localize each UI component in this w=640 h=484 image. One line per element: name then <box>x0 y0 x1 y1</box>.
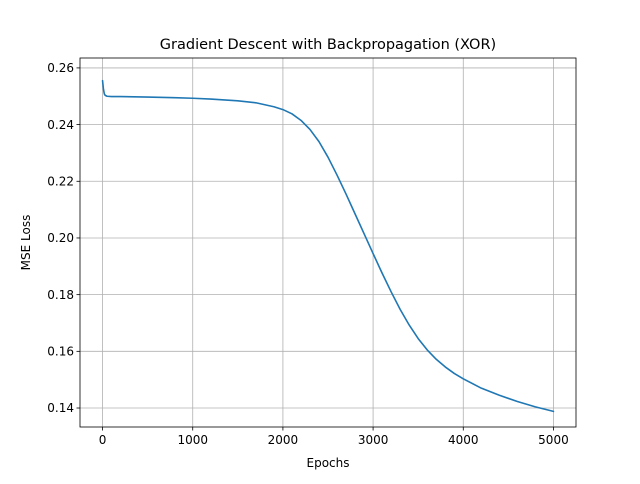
grid-lines <box>80 58 576 427</box>
y-tick-label: 0.20 <box>47 231 74 245</box>
x-axis-label: Epochs <box>307 456 350 470</box>
x-tick-label: 2000 <box>268 433 299 447</box>
x-tick-label: 5000 <box>538 433 569 447</box>
y-tick-label: 0.26 <box>47 61 74 75</box>
x-tick-label: 3000 <box>358 433 389 447</box>
x-tick-label: 0 <box>99 433 107 447</box>
plot-frame <box>79 57 577 428</box>
y-tick-label: 0.18 <box>47 288 74 302</box>
y-tick-label: 0.16 <box>47 345 74 359</box>
y-tick-label: 0.14 <box>47 401 74 415</box>
loss-curve-line <box>101 79 555 413</box>
axis-ticks: 0 1000 2000 3000 4000 5000 0.14 0.16 0.18 0.20 0.2… <box>47 61 568 447</box>
x-tick-label: 4000 <box>448 433 479 447</box>
x-tick-label: 1000 <box>177 433 208 447</box>
y-tick-label: 0.24 <box>47 118 74 132</box>
series-layer <box>101 79 555 413</box>
y-tick-label: 0.22 <box>47 174 74 188</box>
chart-title: Gradient Descent with Backpropagation (X… <box>160 37 496 53</box>
y-axis-label: MSE Loss <box>19 215 33 271</box>
